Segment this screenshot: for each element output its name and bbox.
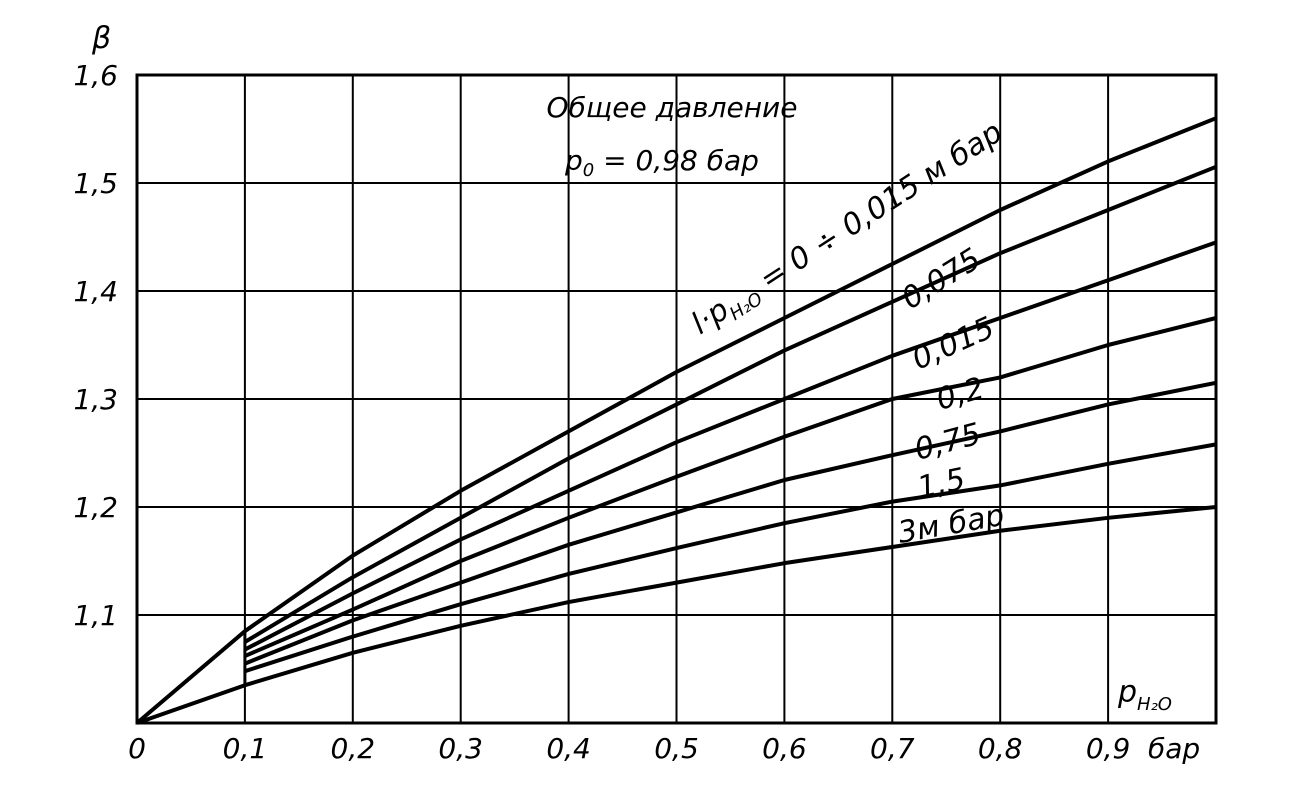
- y-tick-label-1: 1,2: [73, 491, 118, 524]
- series-line-2: [243, 240, 1217, 652]
- x-tick-label-4: 0,4: [546, 732, 591, 765]
- series-label-1: 0,075: [896, 242, 987, 317]
- y-tick-label-5: 1,6: [73, 59, 118, 92]
- x-axis-subscript: H₂O: [1137, 694, 1172, 715]
- y-tick-label-4: 1,5: [73, 167, 118, 200]
- series-label-2: 0,015: [907, 310, 1000, 377]
- x-tick-label-8: 0,8: [978, 732, 1023, 765]
- series-line-3: [244, 316, 1217, 658]
- x-tick-label-3: 0,3: [438, 732, 483, 765]
- x-tick-label-9: 0,9: [1086, 732, 1131, 765]
- series-label-3: 0,2: [933, 371, 989, 418]
- x-axis-label: pH₂O: [1117, 675, 1172, 715]
- series-line-6: [136, 505, 1217, 725]
- pressure-subscript: 0: [583, 160, 594, 181]
- x-tick-label-1: 0,1: [223, 732, 268, 765]
- x-axis-symbol: p: [1117, 675, 1137, 710]
- y-tick-label-3: 1,4: [73, 275, 118, 308]
- total-pressure-note: Общее давление: [547, 91, 798, 124]
- x-tick-label-6: 0,6: [762, 732, 807, 765]
- pressure-symbol: p: [564, 144, 583, 177]
- y-axis-label: β: [91, 21, 111, 56]
- series-line-1: [243, 164, 1217, 644]
- series-label-5: 1,5: [914, 462, 968, 506]
- y-tick-label-2: 1,3: [73, 383, 118, 416]
- chart-tick-labels: 0 0,1 0,2 0,3 0,4 0,5 0,6 0,7 0,8 0,9 1,1 1,2 1,3 1,4…: [73, 59, 1130, 765]
- x-tick-label-7: 0,7: [870, 732, 915, 765]
- series-label-6: 3м бар: [895, 498, 1007, 551]
- series-label-4: 0,75: [911, 417, 985, 468]
- series-line-0: [135, 116, 1217, 725]
- x-axis-unit: бар: [1148, 732, 1200, 765]
- x-tick-label-0: 0: [128, 732, 146, 765]
- series-label-0-var: l·p: [685, 292, 735, 341]
- pressure-value: = 0,98 бар: [594, 144, 759, 177]
- total-pressure-value: p0 = 0,98 бар: [564, 144, 759, 181]
- chart-grid: [135, 73, 1218, 725]
- series-line-5: [244, 442, 1217, 674]
- series-line-4: [244, 380, 1217, 666]
- x-tick-label-2: 0,2: [331, 732, 376, 765]
- x-tick-label-5: 0,5: [654, 732, 699, 765]
- y-tick-label-0: 1,1: [73, 599, 118, 632]
